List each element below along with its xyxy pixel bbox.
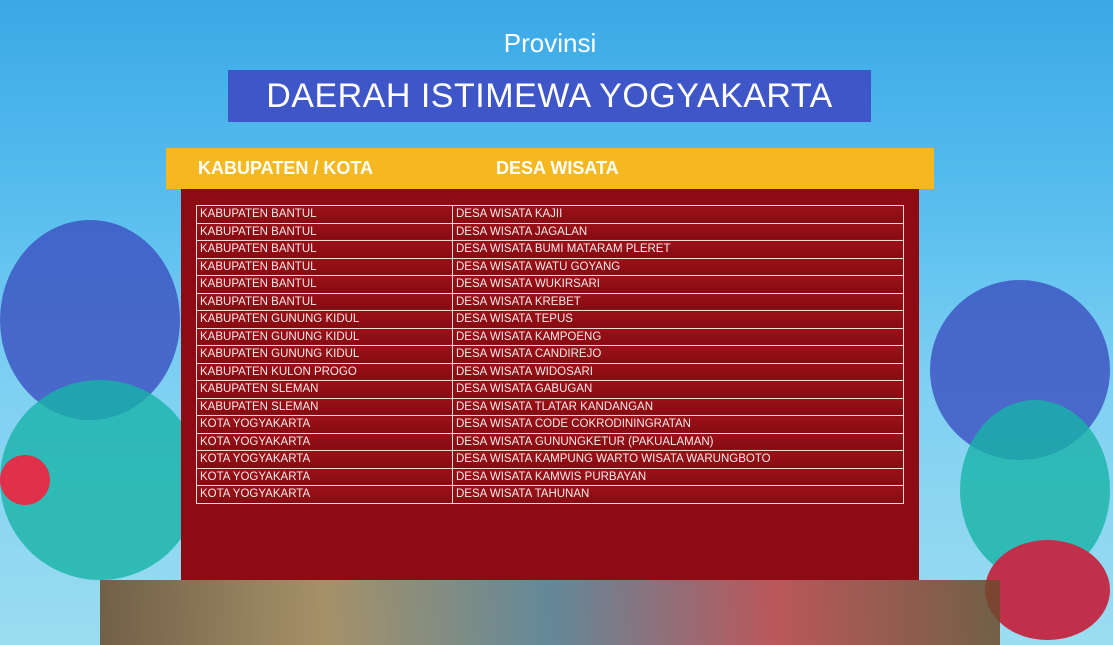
kabupaten-cell: KOTA YOGYAKARTA [196,467,453,486]
landmarks-decoration-bottom [100,580,1000,645]
kabupaten-cell: KABUPATEN GUNUNG KIDUL [196,345,453,364]
kabupaten-cell: KOTA YOGYAKARTA [196,432,453,451]
desa-wisata-cell: DESA WISATA GUNUNGKETUR (PAKUALAMAN) [452,432,904,451]
table-row: KOTA YOGYAKARTA DESA WISATA CODE COKRODIN… [196,415,904,434]
kabupaten-cell: KABUPATEN BANTUL [196,257,453,276]
desa-wisata-cell: DESA WISATA WUKIRSARI [452,275,904,294]
header-kabupaten-kota: KABUPATEN / KOTA [198,158,373,178]
table-row: KABUPATEN BANTUL DESA WISATA BUMI MATARAM… [196,240,904,259]
desa-wisata-cell: DESA WISATA TEPUS [452,310,904,329]
table-row: KOTA YOGYAKARTA DESA WISATA KAMWIS PURBAY… [196,467,904,486]
kabupaten-cell: KABUPATEN SLEMAN [196,380,453,399]
table-row: KABUPATEN BANTUL DESA WISATA KAJII [196,205,904,224]
subtitle: Provinsi [503,28,597,58]
desa-wisata-cell: DESA WISATA TLATAR KANDANGAN [452,397,904,416]
desa-wisata-cell: DESA WISATA KREBET [452,292,904,311]
kabupaten-cell: KABUPATEN SLEMAN [196,397,453,416]
header-desa-wisata: DESA WISATA [496,158,619,178]
table-row: KABUPATEN GUNUNG KIDUL DESA WISATA TEPUS [196,310,904,329]
kabupaten-cell: KABUPATEN BANTUL [196,292,453,311]
table-row: KABUPATEN BANTUL DESA WISATA JAGALAN [196,222,904,241]
desa-wisata-cell: DESA WISATA WATU GOYANG [452,257,904,276]
page-title: DAERAH ISTIMEWA YOGYAKARTA [228,70,871,122]
table-row: KABUPATEN BANTUL DESA WISATA WATU GOYANG [196,257,904,276]
table-row: KOTA YOGYAKARTA DESA WISATA KAMPUNG WARTO… [196,450,904,469]
kabupaten-cell: KABUPATEN BANTUL [196,240,453,259]
desa-wisata-cell: DESA WISATA GABUGAN [452,380,904,399]
desa-wisata-cell: DESA WISATA KAMPOENG [452,327,904,346]
flower-decoration-left [0,455,50,505]
desa-wisata-cell: DESA WISATA JAGALAN [452,222,904,241]
desa-wisata-cell: DESA WISATA KAMPUNG WARTO WISATA WARUNGB… [452,450,904,469]
kabupaten-cell: KABUPATEN GUNUNG KIDUL [196,327,453,346]
table-row: KABUPATEN BANTUL DESA WISATA WUKIRSARI [196,275,904,294]
kabupaten-cell: KABUPATEN BANTUL [196,205,453,224]
flower-decoration-right [985,540,1110,640]
table-row: KABUPATEN SLEMAN DESA WISATA GABUGAN [196,380,904,399]
table-header: KABUPATEN / KOTA DESA WISATA [166,148,934,189]
kabupaten-cell: KABUPATEN GUNUNG KIDUL [196,310,453,329]
table-row: KABUPATEN KULON PROGO DESA WISATA WIDOSAR… [196,362,904,381]
desa-wisata-cell: DESA WISATA CODE COKRODININGRATAN [452,415,904,434]
table-row: KABUPATEN SLEMAN DESA WISATA TLATAR KANDA… [196,397,904,416]
kabupaten-cell: KABUPATEN KULON PROGO [196,362,453,381]
desa-wisata-cell: DESA WISATA WIDOSARI [452,362,904,381]
kabupaten-cell: KOTA YOGYAKARTA [196,485,453,504]
desa-wisata-cell: DESA WISATA CANDIREJO [452,345,904,364]
table-row: KABUPATEN BANTUL DESA WISATA KREBET [196,292,904,311]
desa-wisata-table: KABUPATEN BANTUL DESA WISATA KAJII KABUPAT… [196,205,904,504]
table-row: KOTA YOGYAKARTA DESA WISATA GUNUNGKETUR (… [196,432,904,451]
kabupaten-cell: KABUPATEN BANTUL [196,222,453,241]
kabupaten-cell: KABUPATEN BANTUL [196,275,453,294]
kabupaten-cell: KOTA YOGYAKARTA [196,450,453,469]
desa-wisata-cell: DESA WISATA KAMWIS PURBAYAN [452,467,904,486]
desa-wisata-cell: DESA WISATA TAHUNAN [452,485,904,504]
table-row: KABUPATEN GUNUNG KIDUL DESA WISATA KAMPOE… [196,327,904,346]
kabupaten-cell: KOTA YOGYAKARTA [196,415,453,434]
table-row: KOTA YOGYAKARTA DESA WISATA TAHUNAN [196,485,904,504]
desa-wisata-cell: DESA WISATA KAJII [452,205,904,224]
table-row: KABUPATEN GUNUNG KIDUL DESA WISATA CANDIR… [196,345,904,364]
table-panel: KABUPATEN BANTUL DESA WISATA KAJII KABUPAT… [181,189,919,580]
desa-wisata-cell: DESA WISATA BUMI MATARAM PLERET [452,240,904,259]
